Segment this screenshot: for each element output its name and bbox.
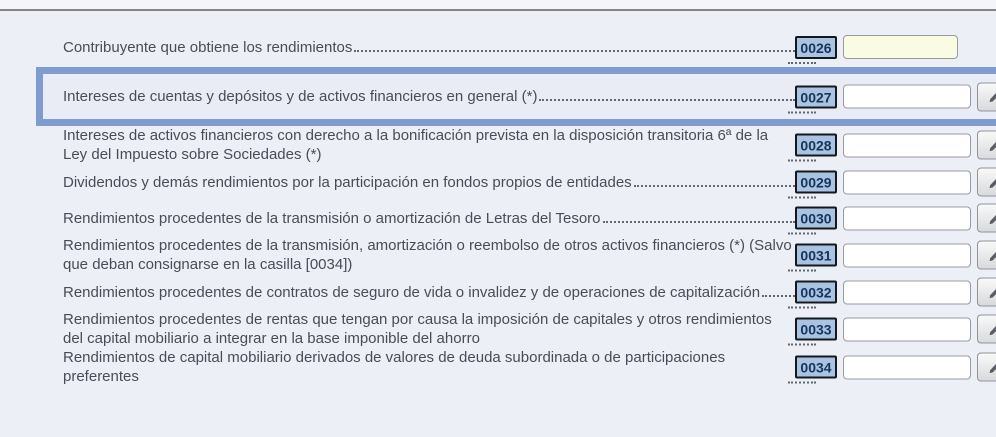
- edit-pencil-button[interactable]: [977, 352, 996, 382]
- row-label: Intereses de activos financieros con der…: [63, 127, 769, 163]
- form-row: Dividendos y demás rendimientos por la p…: [0, 164, 996, 200]
- row-label-wrap: Rendimientos procedentes de contratos de…: [63, 283, 795, 302]
- edit-pencil-button[interactable]: [977, 167, 996, 197]
- amount-input[interactable]: [843, 243, 971, 267]
- pencil-icon: [987, 174, 996, 190]
- form-row: Rendimientos procedentes de contratos de…: [0, 274, 996, 310]
- row-controls: 0026: [788, 35, 958, 64]
- row-controls: 0028: [788, 130, 996, 162]
- edit-pencil-button[interactable]: [977, 82, 996, 111]
- row-label-wrap: Dividendos y demás rendimientos por la p…: [63, 173, 795, 192]
- amount-input[interactable]: [843, 35, 958, 59]
- row-controls: 0032: [788, 277, 996, 309]
- dotted-leader: [633, 184, 795, 187]
- casilla-number-box[interactable]: 0030: [788, 206, 837, 235]
- edit-pencil-button[interactable]: [977, 277, 996, 307]
- row-label-wrap: Rendimientos de capital mobiliario deriv…: [63, 348, 795, 386]
- casilla-number-box[interactable]: 0034: [788, 355, 837, 384]
- form-row: Rendimientos procedentes de la transmisi…: [0, 236, 996, 274]
- pencil-icon: [987, 284, 996, 300]
- row-label: Rendimientos de capital mobiliario deriv…: [63, 349, 726, 385]
- casilla-number-box[interactable]: 0033: [788, 317, 837, 346]
- amount-input[interactable]: [843, 133, 971, 157]
- amount-input[interactable]: [843, 280, 971, 304]
- pencil-icon: [987, 89, 996, 105]
- pencil-icon: [987, 210, 996, 226]
- casilla-number-box[interactable]: 0031: [788, 243, 837, 272]
- row-label: Dividendos y demás rendimientos por la p…: [63, 173, 632, 191]
- row-label: Rendimientos procedentes de la transmisi…: [63, 237, 792, 273]
- top-strip: [0, 0, 996, 9]
- dotted-leader: [539, 98, 795, 101]
- edit-pencil-button[interactable]: [977, 203, 996, 233]
- row-label-wrap: Contribuyente que obtiene los rendimient…: [63, 38, 795, 57]
- amount-input[interactable]: [843, 170, 971, 194]
- row-label: Rendimientos procedentes de contratos de…: [63, 283, 761, 301]
- casilla-number-box[interactable]: 0029: [788, 170, 837, 199]
- amount-input[interactable]: [843, 206, 971, 230]
- casilla-number-box[interactable]: 0027: [788, 85, 837, 113]
- row-label-wrap: Rendimientos procedentes de la transmisi…: [63, 236, 795, 274]
- dotted-leader: [602, 220, 795, 223]
- row-label-wrap: Intereses de cuentas y depósitos y de ac…: [63, 87, 795, 106]
- row-label-wrap: Rendimientos procedentes de rentas que t…: [63, 310, 795, 348]
- pencil-icon: [987, 321, 996, 337]
- row-controls: 0034: [788, 352, 996, 384]
- row-label-wrap: Intereses de activos financieros con der…: [63, 126, 795, 164]
- form-row: Intereses de activos financieros con der…: [0, 126, 996, 164]
- row-controls: 0031: [788, 240, 996, 272]
- form-row: Intereses de cuentas y depósitos y de ac…: [36, 67, 996, 126]
- form-row: Rendimientos procedentes de la transmisi…: [0, 200, 996, 236]
- edit-pencil-button[interactable]: [977, 130, 996, 160]
- row-label: Contribuyente que obtiene los rendimient…: [63, 38, 353, 56]
- pencil-icon: [987, 359, 996, 375]
- casilla-number-box[interactable]: 0026: [788, 35, 837, 64]
- amount-input[interactable]: [843, 355, 971, 379]
- edit-pencil-button[interactable]: [977, 314, 996, 344]
- row-label: Rendimientos procedentes de rentas que t…: [63, 311, 772, 347]
- form-rows-container: Contribuyente que obtiene los rendimient…: [0, 11, 996, 386]
- form-row: Rendimientos procedentes de rentas que t…: [0, 310, 996, 348]
- amount-input[interactable]: [843, 84, 971, 109]
- casilla-number-box[interactable]: 0028: [788, 133, 837, 162]
- form-row: Rendimientos de capital mobiliario deriv…: [0, 348, 996, 386]
- row-controls: 0029: [788, 167, 996, 199]
- pencil-icon: [987, 137, 996, 153]
- row-label: Rendimientos procedentes de la transmisi…: [63, 209, 601, 227]
- dotted-leader: [354, 49, 795, 52]
- row-controls: 0027: [788, 82, 996, 113]
- casilla-number-box[interactable]: 0032: [788, 280, 837, 309]
- row-controls: 0030: [788, 203, 996, 235]
- edit-pencil-button[interactable]: [977, 240, 996, 270]
- dotted-leader: [762, 294, 795, 297]
- row-label-wrap: Rendimientos procedentes de la transmisi…: [63, 209, 795, 228]
- form-row: Contribuyente que obtiene los rendimient…: [0, 27, 996, 67]
- row-controls: 0033: [788, 314, 996, 346]
- section-divider: [0, 9, 996, 11]
- row-label: Intereses de cuentas y depósitos y de ac…: [63, 88, 538, 105]
- amount-input[interactable]: [843, 317, 971, 341]
- pencil-icon: [987, 247, 996, 263]
